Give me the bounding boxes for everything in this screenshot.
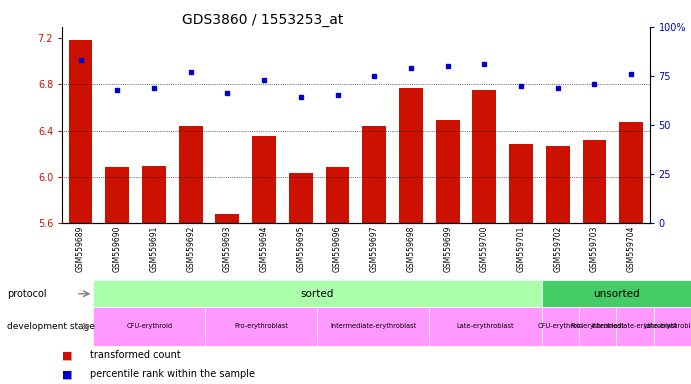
Text: GSM559697: GSM559697	[370, 226, 379, 272]
Text: GSM559704: GSM559704	[627, 226, 636, 272]
Bar	[430, 307, 542, 346]
Text: ■: ■	[62, 369, 73, 379]
Bar	[179, 126, 202, 223]
Text: GSM559702: GSM559702	[553, 226, 562, 272]
Bar	[142, 166, 166, 223]
Bar	[436, 120, 460, 223]
Text: GSM559700: GSM559700	[480, 226, 489, 272]
Bar	[583, 140, 607, 223]
Bar	[399, 88, 423, 223]
Bar	[546, 146, 569, 223]
Text: GSM559696: GSM559696	[333, 226, 342, 272]
Text: transformed count: transformed count	[90, 350, 180, 360]
Bar	[93, 280, 542, 307]
Bar	[509, 144, 533, 223]
Bar	[473, 90, 496, 223]
Text: ■: ■	[62, 350, 73, 360]
Bar	[579, 307, 616, 346]
Text: Late-erythroblast: Late-erythroblast	[457, 323, 514, 329]
Bar	[654, 307, 691, 346]
Bar	[205, 307, 317, 346]
Text: GSM559690: GSM559690	[113, 226, 122, 272]
Text: GSM559695: GSM559695	[296, 226, 305, 272]
Text: Pro-erythroblast: Pro-erythroblast	[571, 323, 625, 329]
Bar	[542, 280, 691, 307]
Bar	[93, 307, 205, 346]
Text: development stage: development stage	[7, 322, 95, 331]
Bar	[317, 307, 430, 346]
Text: GSM559701: GSM559701	[517, 226, 526, 272]
Bar	[616, 307, 654, 346]
Text: GSM559699: GSM559699	[443, 226, 452, 272]
Bar	[68, 40, 93, 223]
Text: GSM559691: GSM559691	[149, 226, 158, 272]
Bar	[105, 167, 129, 223]
Text: GSM559698: GSM559698	[406, 226, 415, 272]
Text: CFU-erythroid: CFU-erythroid	[537, 323, 583, 329]
Text: Late-erythroblast: Late-erythroblast	[643, 323, 691, 329]
Bar	[252, 136, 276, 223]
Text: sorted: sorted	[301, 289, 334, 299]
Text: unsorted: unsorted	[593, 289, 640, 299]
Text: GSM559703: GSM559703	[590, 226, 599, 272]
Text: Pro-erythroblast: Pro-erythroblast	[234, 323, 288, 329]
Bar	[362, 126, 386, 223]
Bar	[289, 173, 313, 223]
Text: GSM559689: GSM559689	[76, 226, 85, 272]
Text: GSM559692: GSM559692	[186, 226, 195, 272]
Bar	[619, 122, 643, 223]
Bar	[325, 167, 350, 223]
Text: Intermediate-erythroblast: Intermediate-erythroblast	[330, 323, 417, 329]
Text: GDS3860 / 1553253_at: GDS3860 / 1553253_at	[182, 13, 343, 27]
Text: CFU-erythroid: CFU-erythroid	[126, 323, 172, 329]
Bar	[542, 307, 579, 346]
Text: protocol: protocol	[7, 289, 46, 299]
Text: percentile rank within the sample: percentile rank within the sample	[90, 369, 255, 379]
Text: Intermediate-erythroblast: Intermediate-erythroblast	[591, 323, 678, 329]
Text: GSM559693: GSM559693	[223, 226, 232, 272]
Bar	[216, 214, 239, 223]
Text: GSM559694: GSM559694	[260, 226, 269, 272]
